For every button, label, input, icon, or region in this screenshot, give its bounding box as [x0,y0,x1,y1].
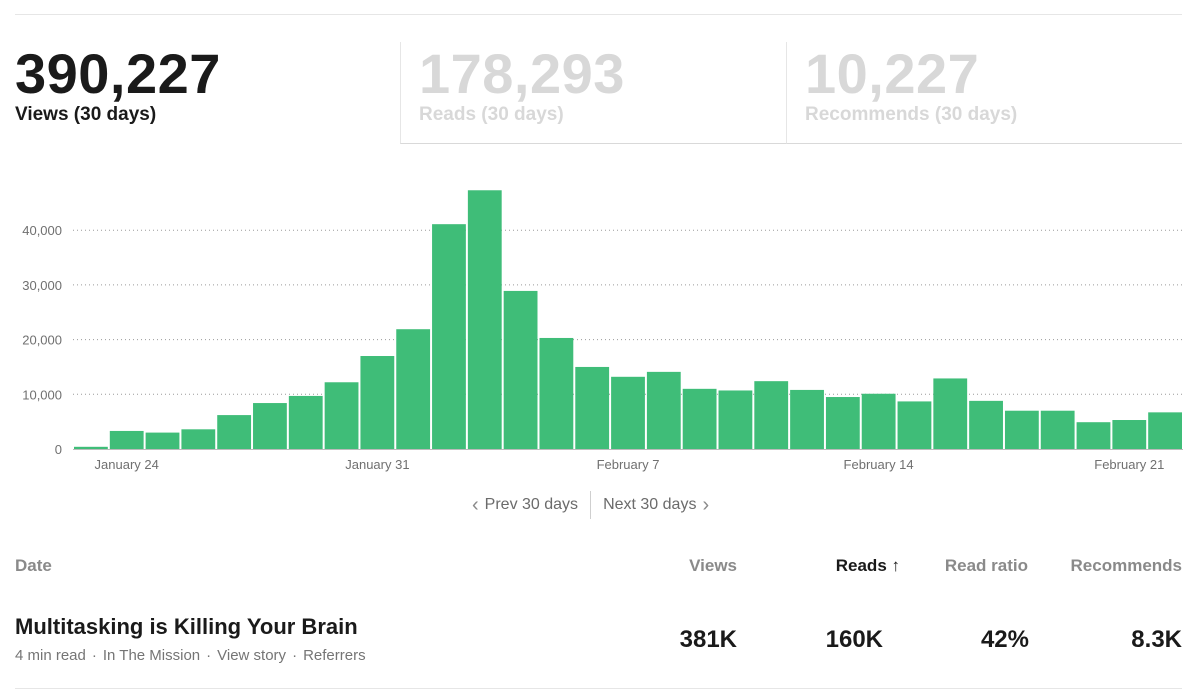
stat-recommends-value: 10,227 [805,42,980,105]
read-time: 4 min read [15,647,86,664]
bar-feb-14[interactable] [861,393,896,449]
prev-30-days-button[interactable]: ‹ Prev 30 days [460,494,584,516]
bar-feb-10[interactable] [718,390,753,449]
bar-feb-16[interactable] [933,378,968,449]
bar-jan-25[interactable] [145,432,180,449]
bar-jan-29[interactable] [288,395,323,449]
col-reads[interactable]: Reads ↑ [835,556,900,575]
views-bar-chart: 0 10,000 20,000 30,000 40,000 January 24 Janua… [22,190,1183,472]
publication-link[interactable]: In The Mission [102,647,201,664]
bar-jan-27[interactable] [217,415,252,449]
y-tick-label: 10,000 [22,387,62,402]
bar-jan-24[interactable] [109,430,144,449]
x-tick-label: February 7 [597,457,660,472]
cell-reads: 160K [825,626,883,653]
stat-recommends[interactable]: 10,227 Recommends (30 days) [786,42,1182,144]
pager-divider [590,491,592,519]
bar-feb-8[interactable] [646,371,681,449]
cell-read-ratio: 42% [980,626,1029,653]
bar-feb-21[interactable] [1112,420,1147,449]
bar-feb-15[interactable] [897,401,932,449]
x-tick-label: January 31 [345,457,409,472]
view-story-link[interactable]: View story [217,647,287,664]
bar-feb-20[interactable] [1076,422,1111,449]
chevron-left-icon: ‹ [472,494,479,516]
col-views[interactable]: Views [689,556,737,575]
bar-jan-23[interactable] [74,446,108,449]
bar-feb-7[interactable] [611,376,645,449]
stat-recommends-label: Recommends (30 days) [805,104,1018,125]
col-read-ratio[interactable]: Read ratio [944,556,1028,575]
x-tick-label: February 21 [1094,457,1164,472]
y-tick-label: 30,000 [22,278,62,293]
y-tick-label: 0 [55,442,62,457]
bar-feb-2[interactable] [432,224,466,449]
bar-feb-1[interactable] [396,329,431,449]
bar-jan-26[interactable] [181,429,216,449]
x-tick-label: January 24 [95,457,159,472]
stat-views[interactable]: 390,227 Views (30 days) [15,42,400,144]
story-meta: 4 min read · In The Mission · View story · Ref… [15,647,366,664]
bar-feb-9[interactable] [682,388,717,449]
meta-separator: · [206,647,212,664]
next-30-days-button[interactable]: Next 30 days › [597,494,721,516]
stat-reads-label: Reads (30 days) [419,104,564,125]
meta-separator: · [91,647,97,664]
bar-feb-6[interactable] [575,366,610,449]
x-tick-label: February 14 [844,457,914,472]
chart-pager: ‹ Prev 30 days Next 30 days › [460,490,721,520]
bar-jan-30[interactable] [324,382,359,449]
bar-feb-4[interactable] [503,290,538,449]
next-30-days-label: Next 30 days [603,496,697,513]
col-date[interactable]: Date [15,556,52,575]
bar-feb-18[interactable] [1004,410,1039,449]
bar-jan-28[interactable] [253,403,287,449]
stat-views-value: 390,227 [15,42,221,105]
bar-feb-13[interactable] [825,397,860,449]
bar-feb-22[interactable] [1148,412,1182,449]
stat-views-label: Views (30 days) [15,104,157,125]
y-tick-label: 40,000 [22,223,62,238]
bar-jan-31[interactable] [360,356,395,449]
bottom-divider [15,688,1182,689]
table-header: Date Views Reads ↑ Read ratio Recommends [15,556,1182,580]
chevron-right-icon: › [702,494,710,516]
stat-reads-value: 178,293 [419,42,625,105]
bar-feb-3[interactable] [467,190,502,449]
top-divider [15,14,1182,15]
bar-feb-17[interactable] [969,400,1003,449]
story-title[interactable]: Multitasking is Killing Your Brain [15,614,358,639]
cell-recommends: 8.3K [1131,626,1182,653]
y-tick-label: 20,000 [22,333,62,348]
col-recommends[interactable]: Recommends [1070,556,1182,575]
bar-feb-12[interactable] [790,389,824,449]
stat-reads[interactable]: 178,293 Reads (30 days) [400,42,786,144]
bar-feb-11[interactable] [754,381,789,449]
cell-views: 381K [679,626,737,653]
prev-30-days-label: Prev 30 days [484,496,579,513]
meta-separator: · [292,647,298,664]
referrers-link[interactable]: Referrers [303,647,366,664]
bar-feb-5[interactable] [539,337,574,449]
bar-feb-19[interactable] [1040,410,1075,449]
